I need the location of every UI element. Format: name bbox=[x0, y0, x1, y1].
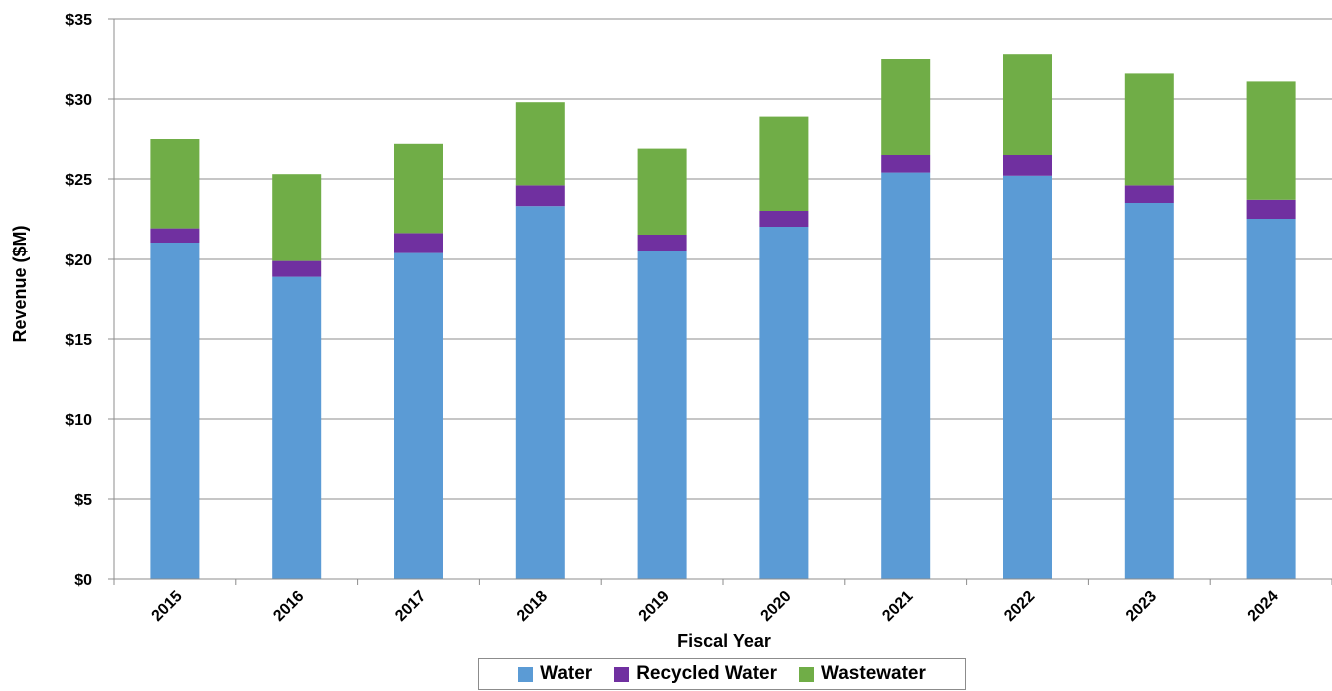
x-tick-label: 2018 bbox=[514, 588, 551, 625]
y-tick-label: $25 bbox=[65, 172, 92, 189]
y-tick-label: $30 bbox=[65, 92, 92, 109]
bar-segment-water bbox=[150, 243, 200, 579]
legend-swatch-wastewater bbox=[799, 666, 814, 682]
x-tick-label: 2015 bbox=[149, 588, 186, 625]
legend-item-wastewater: Wastewater bbox=[799, 663, 926, 685]
bar-segment-wastewater bbox=[881, 59, 931, 155]
legend-item-recycled-water: Recycled Water bbox=[614, 663, 777, 685]
bar-segment-recycled-water bbox=[1246, 199, 1296, 219]
bar-segment-wastewater bbox=[1246, 81, 1296, 200]
bar-segment-water bbox=[1124, 203, 1174, 579]
legend-label-recycled-water: Recycled Water bbox=[636, 663, 777, 684]
legend-swatch-recycled-water bbox=[614, 666, 630, 682]
bar-segment-recycled-water bbox=[150, 228, 200, 243]
legend-item-water: Water bbox=[518, 663, 592, 685]
bar-segment-water bbox=[272, 276, 322, 579]
bar-segment-wastewater bbox=[394, 143, 443, 234]
y-tick-label: $20 bbox=[65, 252, 92, 269]
bar-segment-wastewater bbox=[759, 116, 809, 211]
bar-segment-water bbox=[394, 252, 443, 579]
x-tick-labels: 2015 2016 2017 2018 2019 2020 2021 2022 2023 2024 bbox=[149, 588, 1282, 625]
legend-label-water: Water bbox=[540, 663, 593, 684]
legend-swatch-water bbox=[518, 666, 534, 682]
bar-segment-recycled-water bbox=[394, 233, 443, 253]
bar-segment-water bbox=[1003, 175, 1052, 580]
y-tick-labels: $0 $5 $10 $15 $20 $25 $30 $35 bbox=[65, 12, 92, 589]
bar-segment-wastewater bbox=[637, 148, 687, 235]
legend-label-wastewater: Wastewater bbox=[821, 663, 926, 684]
x-tick-label: 2022 bbox=[1001, 588, 1038, 625]
y-tick-label: $15 bbox=[65, 332, 92, 349]
bar-segment-water bbox=[637, 251, 687, 579]
bar-segment-recycled-water bbox=[1124, 185, 1174, 203]
x-tick-label: 2020 bbox=[758, 588, 795, 625]
axes bbox=[108, 18, 1332, 585]
bar-segment-water bbox=[759, 227, 809, 579]
bar-segment-water bbox=[1246, 219, 1296, 579]
bar-segment-recycled-water bbox=[637, 235, 687, 251]
x-tick-label: 2024 bbox=[1245, 588, 1282, 625]
bar-segment-recycled-water bbox=[1003, 155, 1052, 176]
bar-segment-wastewater bbox=[272, 174, 322, 261]
bar-segment-recycled-water bbox=[515, 185, 565, 207]
y-tick-label: $35 bbox=[65, 12, 92, 29]
bar-segment-recycled-water bbox=[272, 260, 322, 277]
bar-segment-wastewater bbox=[1124, 73, 1174, 186]
y-tick-label: $5 bbox=[74, 492, 92, 509]
x-tick-label: 2023 bbox=[1123, 588, 1160, 625]
y-axis-title: Revenue ($M) bbox=[10, 225, 30, 342]
bar-segment-wastewater bbox=[515, 102, 565, 186]
y-tick-label: $10 bbox=[65, 412, 92, 429]
bar-segment-recycled-water bbox=[759, 211, 809, 227]
x-axis-title: Fiscal Year bbox=[677, 631, 771, 651]
bar-segment-water bbox=[881, 172, 931, 579]
x-tick-label: 2021 bbox=[879, 588, 916, 625]
x-tick-label: 2017 bbox=[392, 588, 429, 625]
bar-segment-wastewater bbox=[150, 139, 200, 229]
bars-group bbox=[150, 54, 1296, 580]
chart-legend: Water Recycled Water Wastewater bbox=[478, 658, 966, 690]
y-tick-label: $0 bbox=[74, 572, 92, 589]
x-tick-label: 2019 bbox=[636, 588, 673, 625]
bar-segment-wastewater bbox=[1003, 54, 1052, 156]
bar-segment-recycled-water bbox=[881, 155, 931, 173]
bar-segment-water bbox=[515, 206, 565, 579]
x-tick-label: 2016 bbox=[270, 588, 307, 625]
